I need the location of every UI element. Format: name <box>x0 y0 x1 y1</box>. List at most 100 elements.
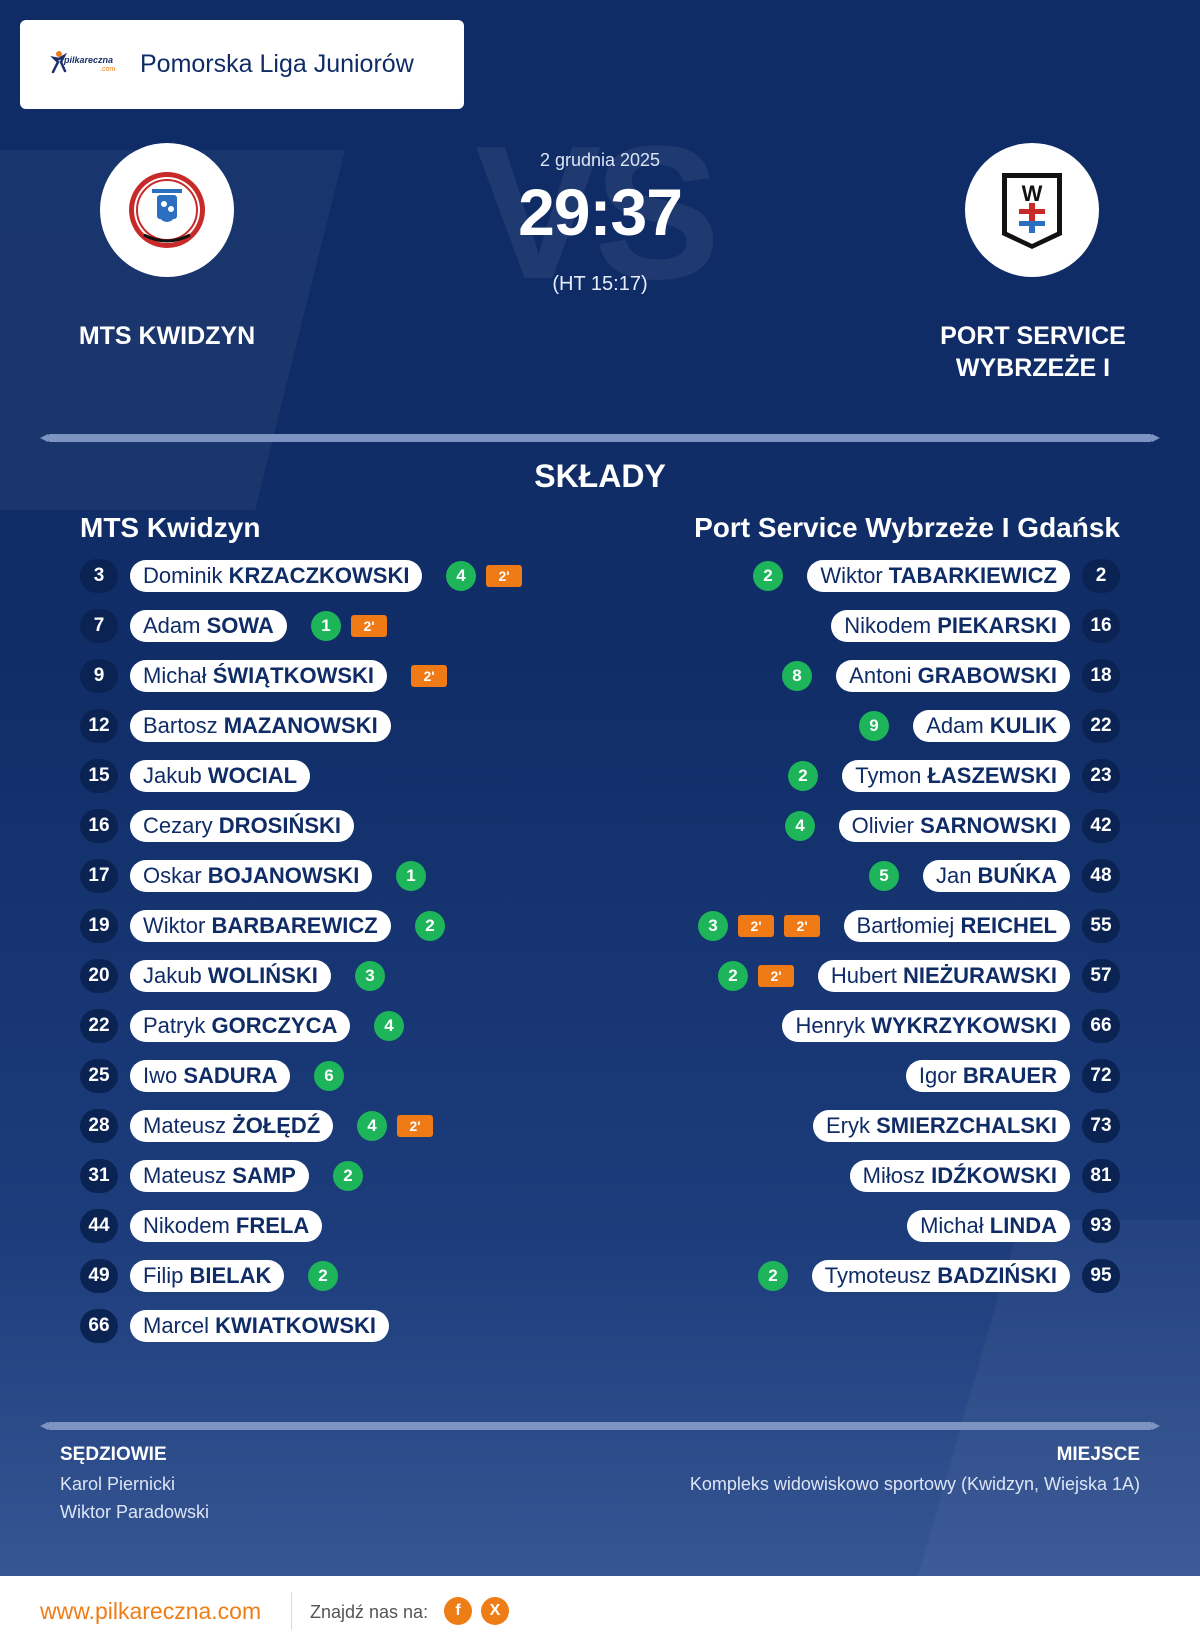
player-last-name: ŁASZEWSKI <box>927 763 1057 788</box>
website-link[interactable]: www.pilkareczna.com <box>40 1598 262 1624</box>
player-row: 25 Iwo SADURA 6 <box>80 1059 640 1093</box>
player-number: 3 <box>80 559 118 593</box>
player-events: 2 <box>788 761 818 791</box>
player-row: 44 Nikodem FRELA <box>80 1209 640 1243</box>
away-team-name-line1: PORT SERVICE <box>940 322 1126 350</box>
goals-badge: 2 <box>333 1161 363 1191</box>
player-row: 16 Cezary DROSIŃSKI <box>80 809 640 843</box>
player-row: 2 Wiktor TABARKIEWICZ 2 <box>560 559 1120 593</box>
player-first-name: Antoni <box>849 663 918 688</box>
away-team-name-line2: WYBRZEŻE I <box>955 354 1111 382</box>
player-row: 12 Bartosz MAZANOWSKI <box>80 709 640 743</box>
suspension-badge: 2' <box>397 1115 433 1137</box>
player-last-name: IDŹKOWSKI <box>931 1163 1057 1188</box>
player-name: Antoni GRABOWSKI <box>836 660 1070 692</box>
player-name: Jakub WOLIŃSKI <box>130 960 331 992</box>
player-name: Filip BIELAK <box>130 1260 285 1292</box>
player-events: 4 <box>785 811 815 841</box>
player-last-name: ŚWIĄTKOWSKI <box>212 663 375 688</box>
player-number: 7 <box>80 609 118 643</box>
player-last-name: KWIATKOWSKI <box>215 1313 377 1338</box>
player-row: 18 Antoni GRABOWSKI 8 <box>560 659 1120 693</box>
player-last-name: SMIERZCHALSKI <box>876 1113 1057 1138</box>
player-name: Olivier SARNOWSKI <box>838 810 1070 842</box>
player-name: Patryk GORCZYCA <box>130 1010 351 1042</box>
goals-badge: 1 <box>396 861 426 891</box>
player-last-name: BUŃKA <box>977 863 1057 888</box>
player-first-name: Nikodem <box>844 613 938 638</box>
goals-badge: 3 <box>355 961 385 991</box>
player-row: 3 Dominik KRZACZKOWSKI 4 2' <box>80 559 640 593</box>
player-events: 2 <box>753 561 783 591</box>
goals-badge: 4 <box>374 1011 404 1041</box>
x-icon[interactable]: X <box>481 1597 509 1625</box>
player-first-name: Jakub <box>143 763 208 788</box>
player-row: 17 Oskar BOJANOWSKI 1 <box>80 859 640 893</box>
venue-name: Kompleks widowiskowo sportowy (Kwidzyn, … <box>689 1474 1140 1494</box>
facebook-icon[interactable]: f <box>444 1597 472 1625</box>
player-number: 19 <box>80 909 118 943</box>
player-first-name: Michał <box>143 663 213 688</box>
footer-separator <box>291 1592 292 1630</box>
player-number: 81 <box>1082 1159 1120 1193</box>
player-last-name: BOJANOWSKI <box>207 863 360 888</box>
suspension-badge: 2' <box>411 665 447 687</box>
goals-badge: 6 <box>314 1061 344 1091</box>
player-number: 42 <box>1082 809 1120 843</box>
player-last-name: ŻOŁĘDŹ <box>232 1113 321 1138</box>
goals-badge: 4 <box>357 1111 387 1141</box>
player-number: 17 <box>80 859 118 893</box>
player-first-name: Miłosz <box>862 1163 932 1188</box>
player-name: Michał LINDA <box>907 1210 1070 1242</box>
player-number: 9 <box>80 659 118 693</box>
referee-name: Wiktor Paradowski <box>60 1502 210 1522</box>
player-last-name: PIEKARSKI <box>937 613 1057 638</box>
player-name: Henryk WYKRZYKOWSKI <box>782 1010 1070 1042</box>
player-last-name: FRELA <box>235 1213 310 1238</box>
player-last-name: GRABOWSKI <box>917 663 1057 688</box>
venue-title: MIEJSCE <box>1056 1444 1140 1465</box>
match-date: 2 grudnia 2025 <box>539 150 661 170</box>
player-events: 1 <box>396 861 426 891</box>
player-row: 19 Wiktor BARBAREWICZ 2 <box>80 909 640 943</box>
player-name: Michał ŚWIĄTKOWSKI <box>130 660 388 692</box>
league-header: pilkareczna .com Pomorska Liga Juniorów <box>20 20 464 109</box>
player-name: Adam SOWA <box>130 610 287 642</box>
divider <box>40 1418 1160 1434</box>
find-us-label: Znajdź nas na: <box>310 1602 429 1622</box>
player-events: 4 2' <box>446 561 522 591</box>
goals-badge: 2 <box>718 961 748 991</box>
player-number: 22 <box>80 1009 118 1043</box>
player-first-name: Jan <box>935 863 978 888</box>
player-first-name: Bartosz <box>143 713 224 738</box>
player-first-name: Cezary <box>143 813 219 838</box>
player-first-name: Wiktor <box>143 913 212 938</box>
goals-badge: 2 <box>415 911 445 941</box>
player-first-name: Hubert <box>830 963 903 988</box>
player-events: 2 2' <box>718 961 794 991</box>
player-first-name: Olivier <box>851 813 921 838</box>
player-name: Mateusz SAMP <box>130 1160 309 1192</box>
player-number: 20 <box>80 959 118 993</box>
player-name: Adam KULIK <box>913 710 1070 742</box>
player-first-name: Tymon <box>855 763 928 788</box>
player-name: Cezary DROSIŃSKI <box>130 810 355 842</box>
player-number: 66 <box>1082 1009 1120 1043</box>
player-name: Eryk SMIERZCHALSKI <box>812 1110 1070 1142</box>
suspension-badge: 2' <box>784 915 820 937</box>
player-first-name: Mateusz <box>143 1113 233 1138</box>
player-name: Miłosz IDŹKOWSKI <box>849 1160 1070 1192</box>
goals-badge: 3 <box>698 911 728 941</box>
player-first-name: Patryk <box>143 1013 212 1038</box>
player-row: 22 Adam KULIK 9 <box>560 709 1120 743</box>
player-name: Jakub WOCIAL <box>130 760 311 792</box>
lineups-title: SKŁADY <box>534 458 666 494</box>
suspension-badge: 2' <box>351 615 387 637</box>
player-events: 8 <box>782 661 812 691</box>
player-row: 55 Bartłomiej REICHEL 3 2' 2' <box>560 909 1120 943</box>
player-last-name: LINDA <box>989 1213 1057 1238</box>
player-name: Hubert NIEŻURAWSKI <box>817 960 1070 992</box>
player-name: Dominik KRZACZKOWSKI <box>130 560 423 592</box>
goals-badge: 5 <box>869 861 899 891</box>
